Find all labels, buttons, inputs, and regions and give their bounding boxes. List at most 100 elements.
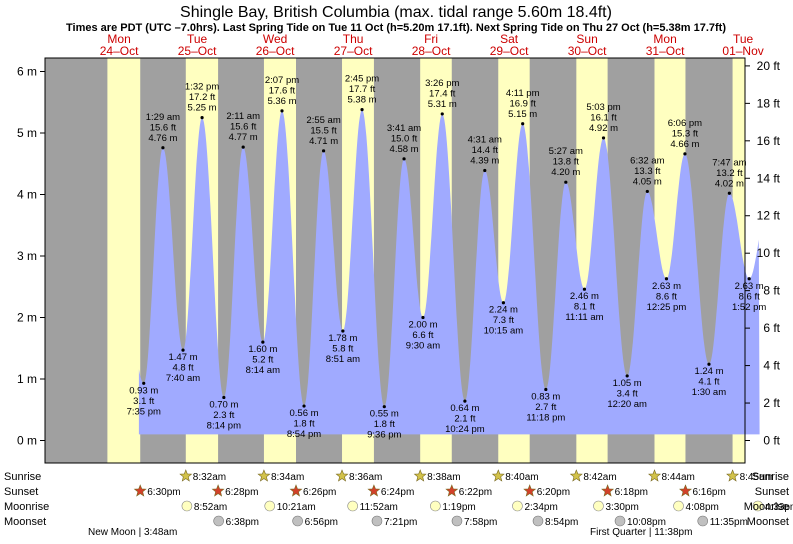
tide-label: 14.4 ft xyxy=(472,145,499,156)
tide-label: 15.6 ft xyxy=(230,122,257,133)
first-quarter-label: First Quarter | 11:38pm xyxy=(590,527,692,538)
moonset-icon xyxy=(214,516,224,526)
tide-point xyxy=(602,136,605,139)
y-tick-label-ft: 2 ft xyxy=(763,396,780,410)
y-tick-label-ft: 16 ft xyxy=(757,134,781,148)
moonrise-time: 3:30pm xyxy=(605,502,638,513)
tide-label: 3.4 ft xyxy=(617,388,638,399)
moonrise-time: 4:08pm xyxy=(686,502,719,513)
tide-label: 8:51 am xyxy=(326,354,360,365)
tide-point xyxy=(564,181,567,184)
sunset-icon xyxy=(680,485,691,496)
tide-label: 13.3 ft xyxy=(634,166,661,177)
tide-label: 4:11 pm xyxy=(506,88,540,99)
tide-label: 4.58 m xyxy=(390,144,419,155)
tide-label: 1.8 ft xyxy=(293,419,314,430)
moonrise-icon xyxy=(430,501,440,511)
tide-label: 7:35 pm xyxy=(127,406,161,417)
tide-label: 6:06 pm xyxy=(668,118,702,129)
moonrise-time: 2:34pm xyxy=(524,502,557,513)
tide-point xyxy=(646,190,649,193)
tide-label: 13.2 ft xyxy=(716,168,743,179)
row-label-moonset-right: Moonset xyxy=(747,516,789,528)
sunset-time: 6:18pm xyxy=(615,487,648,498)
tide-label: 17.2 ft xyxy=(189,92,216,103)
tide-point xyxy=(483,169,486,172)
date-label: 30–Oct xyxy=(568,44,607,58)
tide-label: 10:24 pm xyxy=(445,424,485,435)
moonrise-time: 8:52am xyxy=(194,502,227,513)
y-tick-label-m: 1 m xyxy=(17,372,37,386)
y-tick-label-ft: 0 ft xyxy=(763,434,780,448)
sunrise-icon xyxy=(493,470,504,481)
moonset-time: 7:21pm xyxy=(384,517,417,528)
tide-point xyxy=(322,149,325,152)
y-tick-label-m: 2 m xyxy=(17,311,37,325)
sunrise-icon xyxy=(571,470,582,481)
y-tick-label-ft: 20 ft xyxy=(757,59,781,73)
tide-label: 1:52 pm xyxy=(732,302,766,313)
tide-label: 2:07 pm xyxy=(265,75,299,86)
tide-label: 2.46 m xyxy=(570,291,599,302)
y-tick-label-ft: 18 ft xyxy=(757,96,781,110)
tide-label: 17.7 ft xyxy=(349,84,376,95)
tide-label: 4.77 m xyxy=(229,132,258,143)
tide-label: 4.1 ft xyxy=(698,377,719,388)
date-label: 27–Oct xyxy=(334,44,373,58)
sunrise-time: 8:44am xyxy=(661,472,694,483)
tide-point xyxy=(521,122,524,125)
tide-label: 1.24 m xyxy=(694,366,723,377)
sunrise-time: 8:34am xyxy=(271,472,304,483)
tide-label: 13.8 ft xyxy=(553,157,580,168)
tide-label: 15.0 ft xyxy=(391,133,418,144)
sunrise-time: 8:32am xyxy=(193,472,226,483)
tide-label: 2.1 ft xyxy=(454,414,475,425)
tide-label: 2:55 am xyxy=(306,115,340,126)
sunset-icon xyxy=(368,485,379,496)
row-label-sunrise-left: Sunrise xyxy=(4,471,41,483)
tide-label: 6.6 ft xyxy=(412,330,433,341)
sunset-time: 6:28pm xyxy=(225,487,258,498)
sunset-icon xyxy=(135,485,146,496)
moonrise-time: 1:19pm xyxy=(442,502,475,513)
tide-label: 15.5 ft xyxy=(310,125,337,136)
date-label: 26–Oct xyxy=(256,44,295,58)
row-label-moonrise-left: Moonrise xyxy=(4,501,49,513)
tide-label: 0.83 m xyxy=(531,391,560,402)
y-tick-label-ft: 14 ft xyxy=(757,171,781,185)
tide-label: 4.05 m xyxy=(633,176,662,187)
tide-label: 8:14 pm xyxy=(207,420,241,431)
moonrise-icon xyxy=(348,501,358,511)
tide-point xyxy=(161,146,164,149)
day-labels: Mon24–OctTue25–OctWed26–OctThu27–OctFri2… xyxy=(100,32,764,58)
tide-label: 2.3 ft xyxy=(213,410,234,421)
moonset-time: 11:35pm xyxy=(710,517,748,528)
tide-point xyxy=(683,152,686,155)
tide-label: 4.76 m xyxy=(148,133,177,144)
row-label-sunset-left: Sunset xyxy=(4,486,38,498)
date-label: 01–Nov xyxy=(722,44,763,58)
tide-label: 7:47 am xyxy=(712,157,746,168)
tide-label: 5.36 m xyxy=(267,96,296,107)
new-moon-label: New Moon | 3:48am xyxy=(88,527,177,538)
sunset-time: 6:16pm xyxy=(692,487,725,498)
tide-label: 1:32 pm xyxy=(185,82,219,93)
moonset-icon xyxy=(452,516,462,526)
moonset-time: 8:54pm xyxy=(545,517,578,528)
moonset-icon xyxy=(533,516,543,526)
tide-label: 3:26 pm xyxy=(425,78,459,89)
tide-label: 7.3 ft xyxy=(493,315,514,326)
sunrise-time: 8:40am xyxy=(505,472,538,483)
y-tick-label-m: 3 m xyxy=(17,249,37,263)
moonset-icon xyxy=(698,516,708,526)
y-tick-label-ft: 8 ft xyxy=(763,284,780,298)
tide-label: 2.63 m xyxy=(735,281,764,292)
sunrise-icon xyxy=(649,470,660,481)
tide-label: 1:30 am xyxy=(692,387,726,398)
tide-label: 4.71 m xyxy=(309,136,338,147)
tide-label: 12:20 am xyxy=(607,399,647,410)
tide-label: 4:31 am xyxy=(468,135,502,146)
tide-label: 3.1 ft xyxy=(133,396,154,407)
tide-point xyxy=(402,157,405,160)
tide-label: 4.02 m xyxy=(715,178,744,189)
